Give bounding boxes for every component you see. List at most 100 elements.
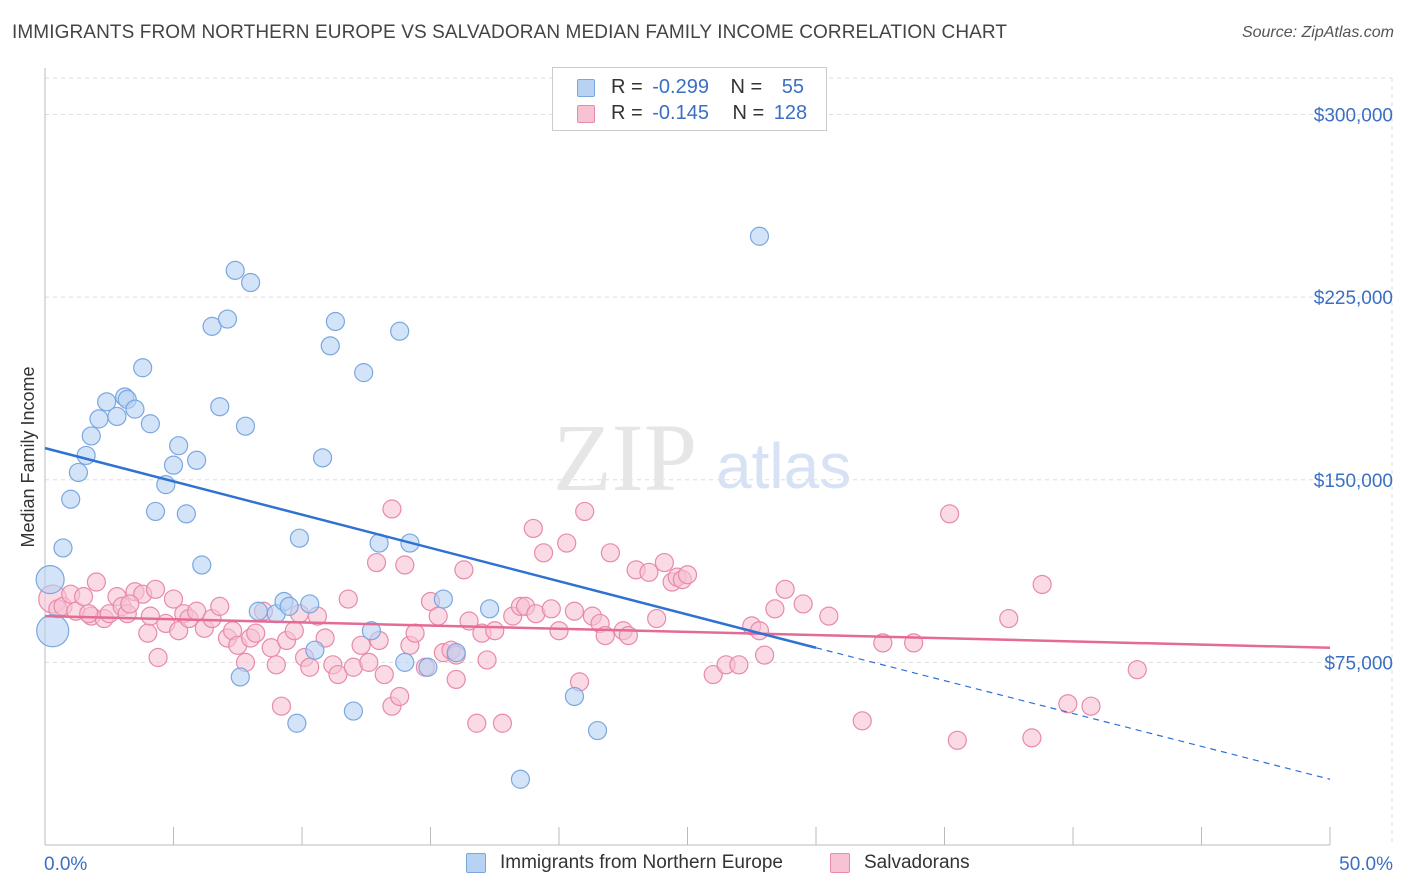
point-salvadorans (73, 587, 94, 607)
legend-swatch-pink (577, 105, 595, 123)
watermark-atlas: atlas (716, 430, 851, 502)
legend-swatch-blue (577, 79, 595, 97)
point-salvadorans (405, 623, 425, 643)
point-salvadorans (477, 650, 497, 670)
point-northern-europe (361, 621, 381, 641)
y-tick-label: $300,000 (1314, 106, 1393, 127)
point-salvadorans (819, 606, 839, 626)
point-salvadorans (145, 579, 166, 599)
watermark: ZIP atlas (553, 404, 851, 511)
point-northern-europe (61, 489, 81, 509)
point-northern-europe (125, 399, 145, 419)
point-salvadorans (765, 599, 785, 619)
point-northern-europe (97, 392, 117, 412)
point-salvadorans (533, 543, 554, 563)
point-northern-europe (163, 455, 184, 475)
point-northern-europe (287, 713, 307, 733)
point-salvadorans (654, 552, 674, 573)
point-northern-europe (217, 309, 238, 329)
point-salvadorans (999, 608, 1019, 629)
point-northern-europe (446, 643, 466, 663)
point-northern-europe (202, 316, 222, 336)
point-salvadorans (523, 518, 543, 539)
point-salvadorans (1032, 574, 1052, 595)
point-northern-europe (140, 414, 160, 434)
point-northern-europe (187, 450, 207, 470)
point-salvadorans (775, 579, 795, 599)
point-northern-europe (68, 462, 89, 483)
y-tick-label: $225,000 (1314, 288, 1393, 309)
point-salvadorans (271, 696, 292, 716)
point-salvadorans (677, 565, 698, 585)
point-salvadorans (1127, 660, 1147, 680)
point-salvadorans (1081, 696, 1101, 716)
point-northern-europe (749, 226, 770, 246)
point-salvadorans (575, 501, 595, 522)
point-northern-europe (210, 397, 230, 417)
point-northern-europe (176, 504, 196, 524)
point-salvadorans (947, 730, 967, 750)
legend-n-label: N = (732, 102, 765, 124)
point-salvadorans (549, 621, 569, 641)
x-tick-label: 50.0% (1339, 854, 1393, 875)
point-salvadorans (163, 589, 184, 609)
point-northern-europe (230, 667, 250, 687)
point-salvadorans (467, 713, 487, 733)
point-northern-europe (354, 363, 374, 383)
trend-lines (44, 446, 1331, 780)
point-northern-europe (107, 406, 127, 427)
point-salvadorans (246, 623, 266, 643)
point-salvadorans (647, 608, 667, 629)
point-northern-europe (225, 260, 245, 280)
point-northern-europe (169, 436, 189, 456)
bottom-legend-label-pink: Salvadorans (864, 852, 970, 873)
point-salvadorans (754, 645, 775, 665)
watermark-zip: ZIP (553, 404, 697, 511)
point-northern-europe (390, 321, 410, 341)
point-salvadorans (564, 601, 585, 621)
point-salvadorans (390, 686, 410, 707)
point-salvadorans (366, 552, 387, 573)
point-northern-europe (395, 652, 415, 672)
trend-line-northern-europe-extension (815, 647, 1331, 780)
point-northern-europe (305, 640, 325, 660)
bottom-legend-swatch-pink (830, 853, 850, 873)
point-salvadorans (266, 655, 286, 675)
bottom-legend-label-blue: Immigrants from Northern Europe (500, 852, 783, 873)
point-northern-europe (418, 657, 438, 677)
legend-n-value-pink: 128 (773, 102, 808, 124)
point-northern-europe (248, 601, 268, 621)
point-northern-europe (312, 448, 333, 468)
point-salvadorans (86, 572, 107, 592)
point-salvadorans (454, 560, 474, 580)
point-northern-europe (587, 720, 608, 741)
point-northern-europe (289, 528, 310, 548)
x-axis: 0.0% 50.0% (44, 827, 1393, 875)
point-northern-europe (279, 596, 299, 616)
legend-n-label: N = (730, 76, 763, 98)
legend-r-value-pink: -0.145 (652, 102, 709, 124)
point-salvadorans (374, 664, 394, 685)
point-northern-europe (36, 614, 70, 648)
point-salvadorans (300, 657, 320, 677)
legend-r-value-blue: -0.299 (652, 76, 709, 98)
point-salvadorans (328, 664, 348, 685)
point-northern-europe (510, 769, 531, 789)
point-salvadorans (395, 555, 415, 575)
point-northern-europe (325, 311, 346, 332)
series-blue-points (35, 226, 770, 789)
point-salvadorans (79, 604, 99, 624)
chart-title: IMMIGRANTS FROM NORTHERN EUROPE VS SALVA… (12, 22, 1008, 43)
x-tick-label: 0.0% (44, 854, 87, 875)
point-salvadorans (557, 533, 577, 553)
y-tick-label: $75,000 (1324, 653, 1393, 674)
point-salvadorans (852, 711, 872, 731)
point-northern-europe (53, 538, 73, 558)
point-salvadorans (428, 606, 448, 626)
y-tick-label: $150,000 (1314, 471, 1393, 492)
point-northern-europe (241, 272, 261, 293)
y-axis: $75,000 $150,000 $225,000 $300,000 (44, 68, 1393, 845)
point-salvadorans (382, 499, 402, 519)
point-northern-europe (235, 416, 256, 436)
